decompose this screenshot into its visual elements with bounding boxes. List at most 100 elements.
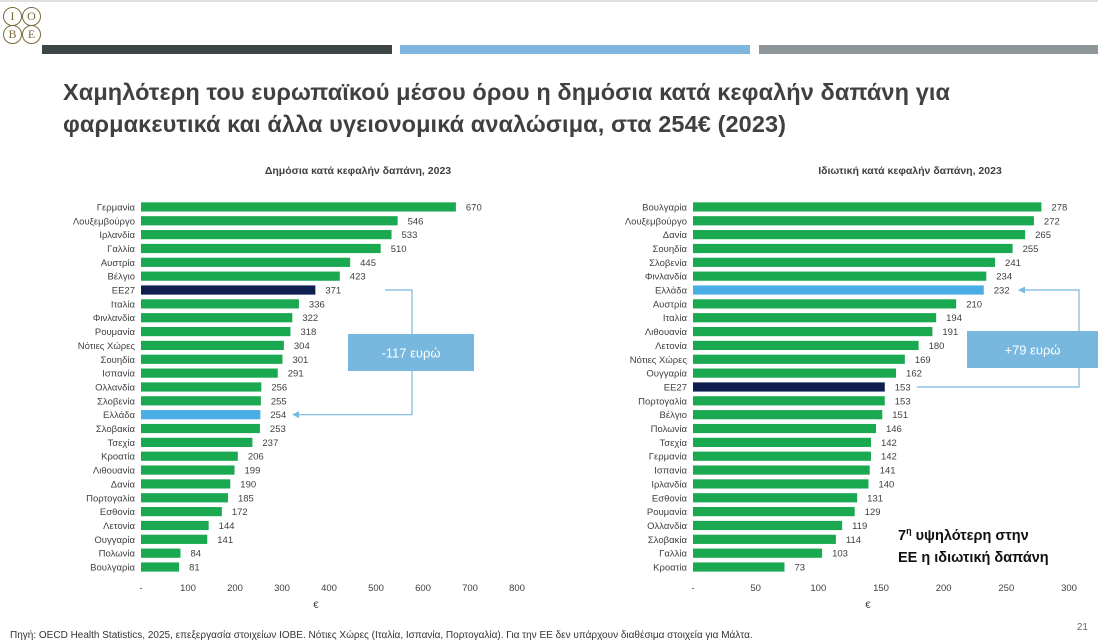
public-category-label-σουηδία: Σουηδία <box>100 355 135 366</box>
public-value-label-σουηδία: 301 <box>292 355 308 366</box>
top-rule <box>0 0 1098 2</box>
public-bar-ιρλανδία <box>141 230 392 240</box>
private-category-label-γερμανία: Γερμανία <box>649 452 688 463</box>
public-bar-ιταλία <box>141 299 299 309</box>
private-bar-δανία <box>693 230 1026 240</box>
public-x-tick-7: 700 <box>462 583 478 594</box>
private-value-label-σλοβενία: 241 <box>1005 258 1021 269</box>
private-difference-callout-text: +79 ευρώ <box>1004 343 1060 358</box>
public-x-tick-2: 200 <box>227 583 243 594</box>
private-x-tick-2: 100 <box>810 583 826 594</box>
public-x-axis-label: € <box>313 600 319 611</box>
public-connector-arrowhead <box>292 411 299 419</box>
public-value-label-νότιες-χώρες: 304 <box>294 341 310 352</box>
public-bar-νότιες-χώρες <box>141 340 284 351</box>
public-chart-title: Δημόσια κατά κεφαλήν δαπάνη, 2023 <box>265 165 451 177</box>
public-category-label-τσεχία: Τσεχία <box>108 438 136 449</box>
private-bar-εε27 <box>693 382 885 392</box>
private-category-label-ισπανία: Ισπανία <box>654 466 687 477</box>
public-category-label-ολλανδία: Ολλανδία <box>95 382 135 393</box>
public-difference-callout-box <box>348 334 474 371</box>
private-value-label-λετονία: 180 <box>929 341 945 352</box>
public-bar-βέλγιο <box>141 271 340 281</box>
public-value-label-βέλγιο: 423 <box>350 272 366 283</box>
private-category-label-φινλανδία: Φινλανδία <box>645 272 688 283</box>
logo-letter-1: Ι <box>3 7 22 26</box>
public-category-label-ουγγαρία: Ουγγαρία <box>94 535 135 546</box>
private-x-axis-label: € <box>865 600 871 611</box>
public-category-label-βέλγιο: Βέλγιο <box>108 272 135 283</box>
public-bar-τσεχία <box>141 437 253 447</box>
private-connector-arrowhead <box>1018 286 1025 294</box>
public-value-label-πολωνία: 84 <box>190 549 201 560</box>
private-category-label-πορτογαλία: Πορτογαλία <box>638 396 687 407</box>
private-value-label-σλοβακία: 114 <box>846 535 861 546</box>
public-x-tick-1: 100 <box>180 583 196 594</box>
public-value-label-πορτογαλία: 185 <box>238 493 254 504</box>
public-category-label-ιταλία: Ιταλία <box>111 299 136 310</box>
public-category-label-πολωνία: Πολωνία <box>99 549 136 560</box>
public-category-label-δανία: Δανία <box>111 479 136 490</box>
private-bar-κροατία <box>693 562 785 572</box>
logo-letter-4: Ε <box>22 25 41 44</box>
private-bar-γερμανία <box>693 451 871 461</box>
private-category-label-δανία: Δανία <box>663 230 688 241</box>
header-band-grey <box>759 45 1098 54</box>
private-bar-ολλανδία <box>693 520 843 531</box>
public-bar-λιθουανία <box>141 465 235 475</box>
public-bar-εε27 <box>141 285 316 295</box>
private-bar-πορτογαλία <box>693 396 885 406</box>
private-x-tick-0: - <box>691 583 694 594</box>
private-value-label-σουηδία: 255 <box>1023 244 1039 255</box>
public-bar-ρουμανία <box>141 326 291 337</box>
private-bar-βέλγιο <box>693 410 883 420</box>
public-x-tick-3: 300 <box>274 583 290 594</box>
public-category-label-βουλγαρία: Βουλγαρία <box>90 563 135 574</box>
private-x-tick-4: 200 <box>936 583 952 594</box>
private-value-label-αυστρία: 210 <box>966 299 982 310</box>
header-band-dark <box>42 45 392 54</box>
private-bar-λουξεμβούργο <box>693 216 1034 226</box>
public-value-label-φινλανδία: 322 <box>302 313 318 324</box>
private-bar-πολωνία <box>693 423 876 434</box>
public-category-label-νότιες-χώρες: Νότιες Χώρες <box>78 341 136 352</box>
private-value-label-γερμανία: 142 <box>881 452 897 463</box>
public-value-label-τσεχία: 237 <box>262 438 278 449</box>
public-x-tick-4: 400 <box>321 583 337 594</box>
private-category-label-ουγγαρία: Ουγγαρία <box>646 369 687 380</box>
private-rank-note-line1: 7η υψηλότερη στην <box>898 526 1029 544</box>
public-bar-πορτογαλία <box>141 493 228 503</box>
private-value-label-ρουμανία: 129 <box>865 507 881 518</box>
public-bar-γαλλία <box>141 243 381 254</box>
public-bar-αυστρία <box>141 257 351 267</box>
public-value-label-ιταλία: 336 <box>309 299 325 310</box>
private-bar-γαλλία <box>693 548 823 558</box>
public-category-label-εσθονία: Εσθονία <box>100 507 136 518</box>
private-bar-ουγγαρία <box>693 368 897 378</box>
private-bar-αυστρία <box>693 299 957 309</box>
private-category-label-βουλγαρία: Βουλγαρία <box>642 202 687 213</box>
private-rank-superscript: η <box>906 526 912 536</box>
public-x-tick-6: 600 <box>415 583 431 594</box>
private-value-label-λουξεμβούργο: 272 <box>1044 216 1060 227</box>
public-category-label-ιρλανδία: Ιρλανδία <box>99 230 135 241</box>
slide-title: Χαμηλότερη του ευρωπαϊκού μέσου όρου η δ… <box>63 79 951 137</box>
public-x-tick-5: 500 <box>368 583 384 594</box>
public-category-label-λουξεμβούργο: Λουξεμβούργο <box>73 216 135 227</box>
public-bar-βουλγαρία <box>141 562 180 572</box>
private-spending-chart: Ιδιωτική κατά κεφαλήν δαπάνη, 2023 Βουλγα… <box>625 165 1098 611</box>
public-bar-σλοβενία <box>141 396 261 406</box>
private-category-label-ιταλία: Ιταλία <box>663 313 688 324</box>
private-x-tick-1: 50 <box>750 583 761 594</box>
public-value-label-γερμανία: 670 <box>466 202 482 213</box>
public-value-label-λετονία: 144 <box>219 521 235 532</box>
public-difference-callout-text: -117 ευρώ <box>381 346 440 361</box>
private-category-label-ιρλανδία: Ιρλανδία <box>651 479 687 490</box>
public-value-label-βουλγαρία: 81 <box>189 563 200 574</box>
private-value-label-τσεχία: 142 <box>881 438 897 449</box>
private-value-label-ουγγαρία: 162 <box>906 369 922 380</box>
private-x-tick-6: 300 <box>1061 583 1077 594</box>
public-value-label-ρουμανία: 318 <box>300 327 316 338</box>
public-value-label-κροατία: 206 <box>248 452 264 463</box>
public-value-label-εσθονία: 172 <box>232 507 248 518</box>
